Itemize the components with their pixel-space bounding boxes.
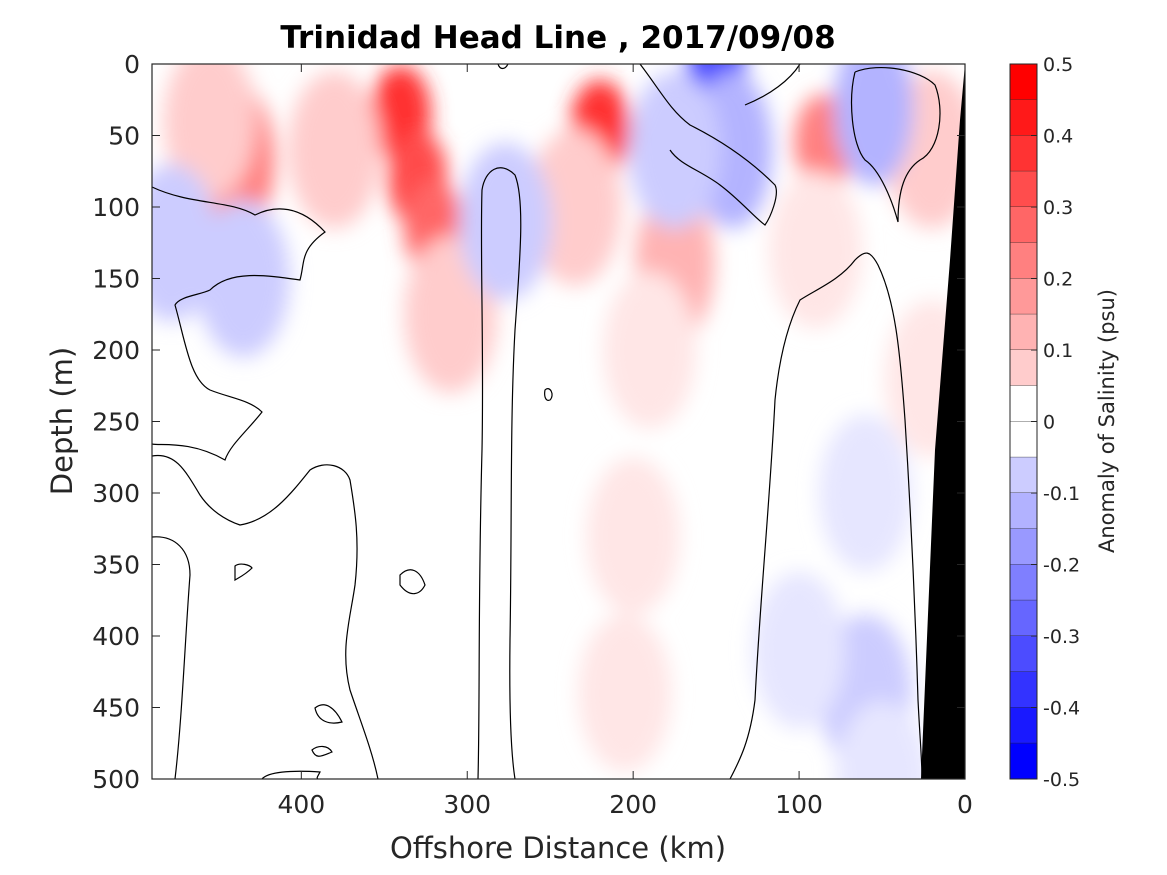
colorbar-band (1010, 493, 1037, 530)
colorbar-tick-label: 0.2 (1043, 269, 1073, 291)
colorbar-band (1010, 99, 1037, 136)
colorbar-band (1010, 707, 1037, 744)
colorbar-band (1010, 385, 1037, 422)
y-axis-title: Depth (m) (45, 347, 79, 495)
anomaly-mark (586, 457, 680, 615)
y-tick-label: 200 (92, 336, 140, 365)
y-axis: 0 50 100 150 200 250 300 350 400 450 500 (92, 50, 965, 794)
zero-contour-line (744, 64, 801, 106)
y-tick-label: 450 (92, 694, 140, 723)
anomaly-mark (578, 614, 672, 772)
zero-contour-line (152, 186, 326, 461)
colorbar-band (1010, 743, 1037, 780)
colorbar-tick-label: 0.3 (1043, 197, 1073, 219)
y-tick-label: 100 (92, 193, 140, 222)
anomaly-mark (528, 128, 622, 286)
zero-contour-line (152, 454, 379, 779)
colorbar: 0.5 0.4 0.3 0.2 0.1 0 -0.1 -0.2 -0.3 -0.4 -0.5 Ano… (1009, 54, 1119, 791)
colorbar-tick-label: -0.1 (1043, 483, 1080, 505)
zero-contour-line (639, 64, 777, 226)
anomaly-mark (628, 71, 722, 229)
zero-contour-line (314, 704, 343, 724)
y-tick-label: 400 (92, 622, 140, 651)
plot-area: 400 300 200 100 0 0 50 100 150 200 250 300 350 400 45… (92, 50, 973, 819)
zero-contours (152, 64, 941, 779)
anomaly-mark (833, 64, 914, 186)
colorbar-tick-label: -0.2 (1043, 555, 1080, 577)
colorbar-band (1010, 421, 1037, 458)
y-tick-label: 250 (92, 408, 140, 437)
colorbar-band (1010, 171, 1037, 208)
anomaly-mark (196, 199, 290, 358)
x-tick-label: 100 (775, 790, 823, 819)
colorbar-band (1010, 135, 1037, 172)
colorbar-band (1010, 457, 1037, 494)
anomaly-mark (288, 71, 381, 229)
anomaly-mark (152, 164, 219, 322)
colorbar-band (1010, 671, 1037, 708)
colorbar-tick-label: -0.3 (1043, 626, 1080, 648)
colorbar-tick-label: -0.4 (1043, 698, 1080, 720)
colorbar-band (1010, 636, 1037, 673)
x-tick-label: 400 (277, 790, 325, 819)
anomaly-mark (818, 414, 912, 572)
zero-contour-line (234, 563, 253, 582)
colorbar-band (1010, 64, 1037, 101)
x-tick-label: 0 (957, 790, 973, 819)
zero-contour-line (399, 569, 426, 595)
y-tick-label: 50 (108, 122, 140, 151)
zero-contour-line (851, 66, 941, 223)
colorbar-band (1010, 600, 1037, 637)
y-tick-label: 300 (92, 479, 140, 508)
y-tick-label: 350 (92, 551, 140, 580)
anomaly-mark (163, 64, 257, 200)
colorbar-band (1010, 242, 1037, 279)
colorbar-band (1010, 278, 1037, 315)
zero-contour-line (152, 536, 191, 779)
chart-title: Trinidad Head Line , 2017/09/08 (280, 20, 835, 56)
zero-contour-line (544, 388, 553, 401)
colorbar-band (1010, 207, 1037, 244)
zero-contour-line (311, 745, 333, 757)
colorbar-band (1010, 350, 1037, 387)
y-tick-label: 0 (124, 50, 140, 79)
colorbar-tick-label: 0 (1043, 412, 1055, 434)
zero-contour-line (477, 167, 522, 779)
zero-contour-line (729, 252, 923, 779)
colorbar-ticks: 0.5 0.4 0.3 0.2 0.1 0 -0.1 -0.2 -0.3 -0.4 -0.5 (1031, 54, 1080, 791)
anomaly-field (152, 64, 965, 779)
x-axis: 400 300 200 100 0 (277, 64, 973, 819)
zero-contour-line (261, 770, 321, 779)
x-axis-title: Offshore Distance (km) (390, 831, 726, 865)
x-tick-label: 200 (609, 790, 657, 819)
colorbar-bands (1010, 64, 1037, 780)
colorbar-band (1010, 528, 1037, 565)
y-tick-label: 500 (92, 765, 140, 794)
anomaly-mark (603, 271, 697, 429)
anomaly-mark (835, 700, 929, 779)
y-tick-label: 150 (92, 265, 140, 294)
colorbar-title: Anomaly of Salinity (psu) (1095, 289, 1119, 553)
colorbar-tick-label: 0.5 (1043, 54, 1073, 76)
colorbar-band (1010, 314, 1037, 351)
bathymetry-fill (921, 64, 965, 779)
anomaly-mark (458, 142, 552, 300)
colorbar-band (1010, 564, 1037, 601)
colorbar-tick-label: -0.5 (1043, 769, 1080, 791)
colorbar-tick-label: 0.1 (1043, 340, 1073, 362)
zero-contour-line (497, 64, 509, 70)
x-tick-label: 300 (443, 790, 491, 819)
anomaly-mark (752, 571, 846, 729)
anomaly-mark (769, 171, 863, 329)
colorbar-tick-label: 0.4 (1043, 126, 1073, 148)
